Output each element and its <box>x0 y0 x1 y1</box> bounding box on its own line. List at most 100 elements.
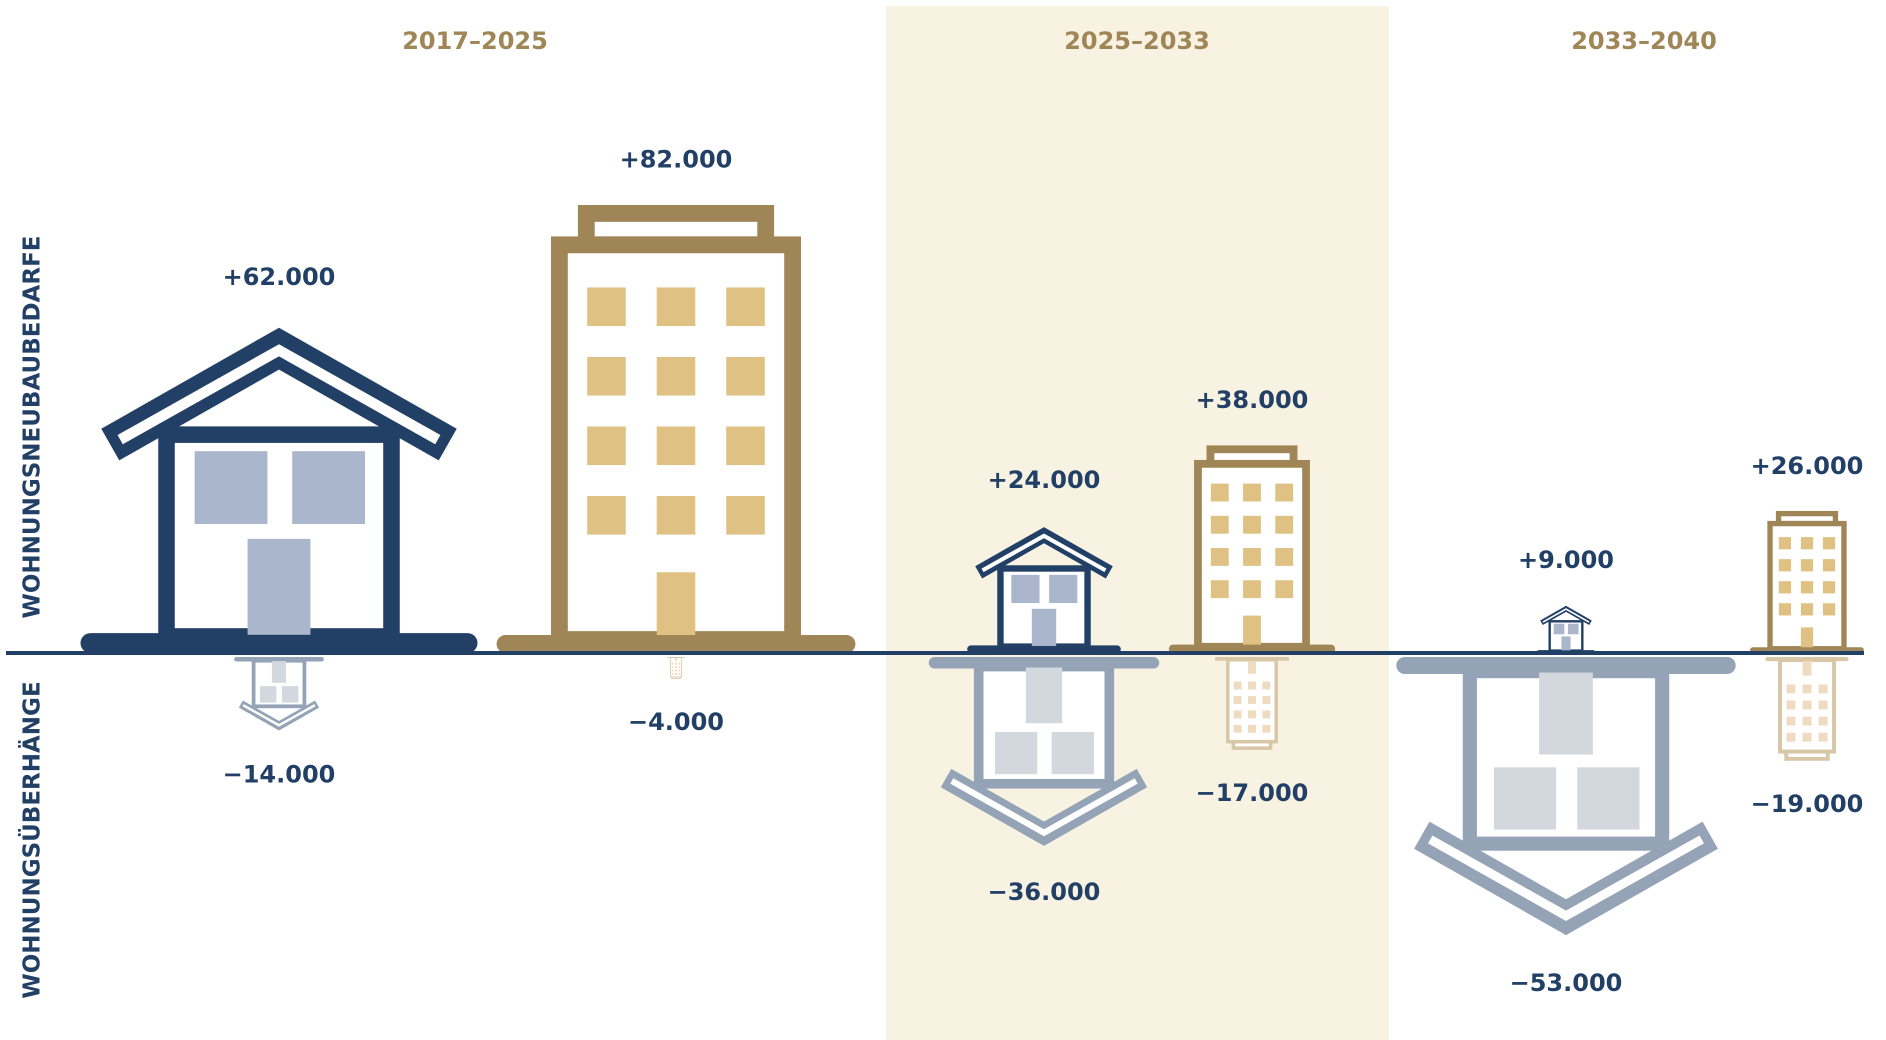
apartment-window <box>1248 695 1256 704</box>
apartment-window <box>1802 700 1812 710</box>
apartment-window <box>1275 483 1294 502</box>
apartment-window <box>1210 580 1229 599</box>
house-window <box>995 731 1038 775</box>
bands <box>886 6 1389 1040</box>
apartment-window <box>1243 483 1261 502</box>
house-window <box>259 686 277 703</box>
apartment-window <box>1248 710 1256 719</box>
apartment-window <box>675 662 677 665</box>
period-label: 2033–2040 <box>1571 27 1717 55</box>
apartment-window <box>1233 695 1242 704</box>
house-icon <box>928 657 1160 846</box>
apartment-window <box>1822 559 1836 572</box>
apartment-base <box>667 657 685 658</box>
apartment-window <box>1210 548 1229 566</box>
apartment-window <box>656 356 696 396</box>
apartment-window <box>1248 681 1256 690</box>
apartment-icon <box>667 657 685 679</box>
house-window <box>1049 574 1078 604</box>
value-label: −14.000 <box>223 761 336 789</box>
value-label: −4.000 <box>628 708 724 736</box>
apartment-window <box>587 496 626 535</box>
apartment-door <box>656 572 696 640</box>
apartment-window <box>1800 603 1814 616</box>
apartment-base <box>1214 657 1290 661</box>
house-roof-inner <box>1542 608 1590 623</box>
apartment-window <box>1778 581 1792 594</box>
house-icon <box>1537 605 1595 653</box>
apartment-window <box>1275 580 1294 599</box>
apartment-window <box>1778 603 1792 616</box>
apartment-window <box>1275 548 1294 566</box>
apartment-window <box>726 426 765 466</box>
period-label: 2025–2033 <box>1064 27 1210 55</box>
apartment-window <box>1822 581 1836 594</box>
house-icon <box>1396 657 1736 936</box>
apartment-window <box>656 287 696 327</box>
apartment-window <box>1818 700 1828 710</box>
house-window <box>1011 574 1040 604</box>
y-label-top: WOHNUNGSNEUBAUBEDARFE <box>20 236 46 619</box>
house-roof-inner <box>1428 835 1704 921</box>
house-window <box>1553 623 1565 635</box>
apartment-window <box>726 287 765 327</box>
apartment-base <box>1168 644 1336 653</box>
apartment-window <box>1800 537 1814 550</box>
apartment-door <box>1248 659 1256 674</box>
house-window <box>1493 767 1557 830</box>
value-label: +82.000 <box>620 145 733 173</box>
house-window <box>292 451 366 524</box>
house-icon <box>80 327 478 653</box>
apartment-window <box>1802 684 1812 694</box>
apartment-window <box>726 496 765 535</box>
apartment-window <box>726 356 765 396</box>
apartment-door <box>1243 615 1261 647</box>
apartment-window <box>1243 580 1261 599</box>
apartment-icon <box>1750 510 1864 653</box>
apartment-window <box>1786 684 1796 694</box>
period-label: 2017–2025 <box>402 27 548 55</box>
apartment-window <box>1233 710 1242 719</box>
house-window <box>1567 623 1579 635</box>
icons: 2017–2025 2025–2033 2033–2040 +62.000 +24.00… <box>6 27 1864 997</box>
house-door <box>1025 667 1063 724</box>
house-door <box>1539 672 1593 755</box>
apartment-window <box>1233 681 1242 690</box>
value-label: −17.000 <box>1196 779 1309 807</box>
apartment-window <box>656 496 696 535</box>
apartment-window <box>1822 537 1836 550</box>
apartment-window <box>1800 581 1814 594</box>
apartment-window <box>587 426 626 466</box>
apartment-window <box>1262 695 1271 704</box>
apartment-window <box>587 356 626 396</box>
apartment-window <box>1818 716 1828 726</box>
apartment-icon <box>1214 657 1290 750</box>
apartment-window <box>1262 681 1271 690</box>
house-door <box>1031 608 1057 646</box>
house-window <box>1051 731 1094 775</box>
apartment-icon <box>1168 445 1336 653</box>
apartment-window <box>675 666 677 669</box>
apartment-window <box>678 672 681 675</box>
apartment-window <box>671 669 674 672</box>
house-roof-inner <box>117 344 441 445</box>
apartment-window <box>1786 716 1796 726</box>
apartment-icon <box>496 205 856 653</box>
apartment-window <box>1243 515 1261 534</box>
apartment-window <box>1778 537 1792 550</box>
value-label: +9.000 <box>1518 546 1614 574</box>
apartment-window <box>671 662 674 665</box>
value-label: +26.000 <box>1751 452 1864 480</box>
house-window <box>281 686 299 703</box>
apartment-window <box>1210 483 1229 502</box>
value-label: −53.000 <box>1510 969 1623 997</box>
apartment-window <box>1210 515 1229 534</box>
value-label: +38.000 <box>1196 386 1309 414</box>
apartment-window <box>1802 716 1812 726</box>
apartment-window <box>678 666 681 669</box>
apartment-base <box>1765 657 1849 662</box>
apartment-door <box>675 657 677 661</box>
apartment-window <box>1233 724 1242 733</box>
house-roof-inner <box>981 533 1107 573</box>
